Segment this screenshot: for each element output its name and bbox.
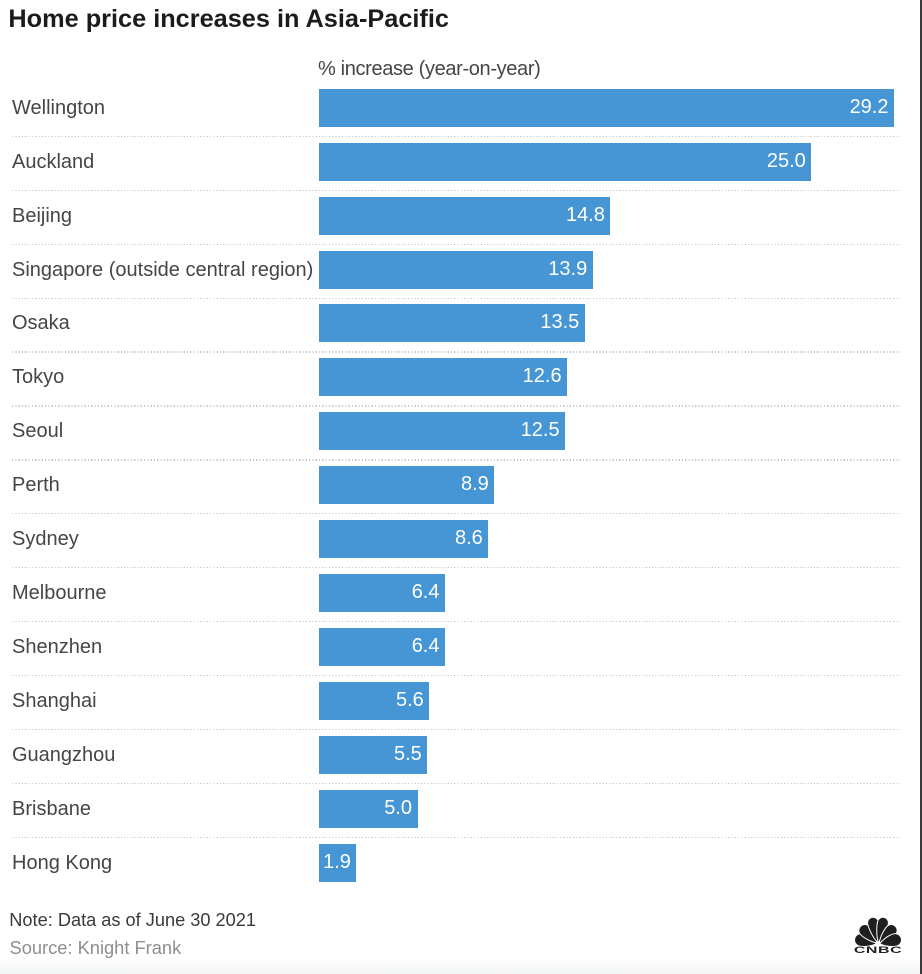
- svg-text:CNBC: CNBC: [854, 944, 902, 955]
